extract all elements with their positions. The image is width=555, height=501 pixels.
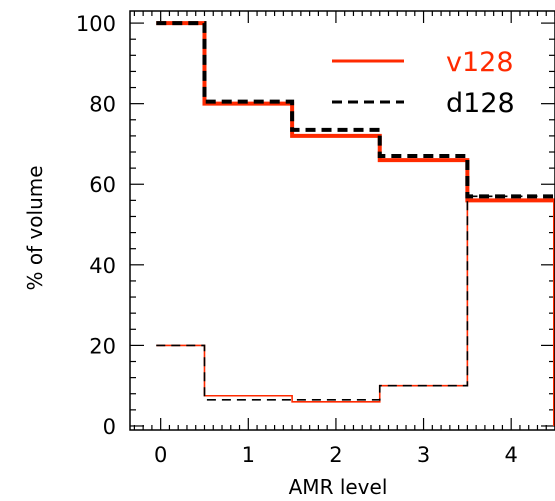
y-tick-label: 20 xyxy=(89,334,116,358)
x-tick-label: 3 xyxy=(417,443,430,467)
y-tick-label: 60 xyxy=(89,173,116,197)
x-axis-title: AMR level xyxy=(289,475,388,499)
legend-label: v128 xyxy=(446,47,514,78)
x-tick-label: 0 xyxy=(154,443,167,467)
y-tick-label: 0 xyxy=(103,415,116,439)
legend: v128 d128 xyxy=(332,47,515,119)
x-tick-label: 4 xyxy=(504,443,517,467)
series-layer xyxy=(156,21,555,426)
y-tick-label: 40 xyxy=(89,254,116,278)
x-tick-label: 1 xyxy=(242,443,255,467)
series-line-1 xyxy=(156,21,555,199)
y-tick-label: 100 xyxy=(76,12,116,36)
plot-frame xyxy=(129,10,555,431)
series-line-0 xyxy=(156,21,555,426)
y-axis-title: % of volume xyxy=(23,165,47,290)
x-tick-label: 2 xyxy=(329,443,342,467)
y-tick-label: 80 xyxy=(89,93,116,117)
legend-label: d128 xyxy=(446,88,515,119)
series-line-2 xyxy=(156,199,555,403)
series-line-3 xyxy=(156,195,555,401)
